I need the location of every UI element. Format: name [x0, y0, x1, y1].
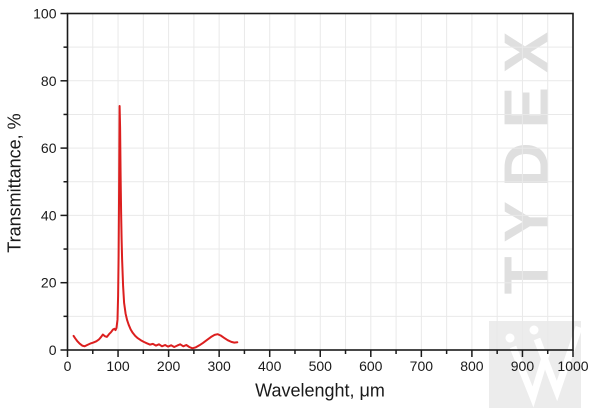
- y-tick-label: 80: [41, 73, 57, 89]
- x-tick-label: 600: [359, 358, 383, 374]
- transmittance-curve: [72, 105, 239, 350]
- x-tick-label: 800: [460, 358, 484, 374]
- y-tick-label: 20: [41, 275, 57, 291]
- x-axis-title: Wavelenght, μm: [255, 380, 385, 401]
- x-tick-label: 900: [511, 358, 535, 374]
- x-tick-label: 700: [410, 358, 434, 374]
- y-tick-label: 60: [41, 140, 57, 156]
- x-tick-label: 300: [207, 358, 231, 374]
- x-tick-label: 200: [157, 358, 181, 374]
- y-axis-title: Transmittance, %: [4, 113, 25, 253]
- x-tick-label: 500: [309, 358, 333, 374]
- x-tick-label: 100: [106, 358, 130, 374]
- x-tick-label: 0: [64, 358, 72, 374]
- y-tick-label: 40: [41, 207, 57, 223]
- y-tick-label: 0: [49, 342, 57, 358]
- tydex-w-logo: [489, 321, 581, 408]
- x-tick-label: 400: [258, 358, 282, 374]
- x-tick-label: 1000: [557, 358, 588, 374]
- y-tick-label: 100: [33, 6, 57, 22]
